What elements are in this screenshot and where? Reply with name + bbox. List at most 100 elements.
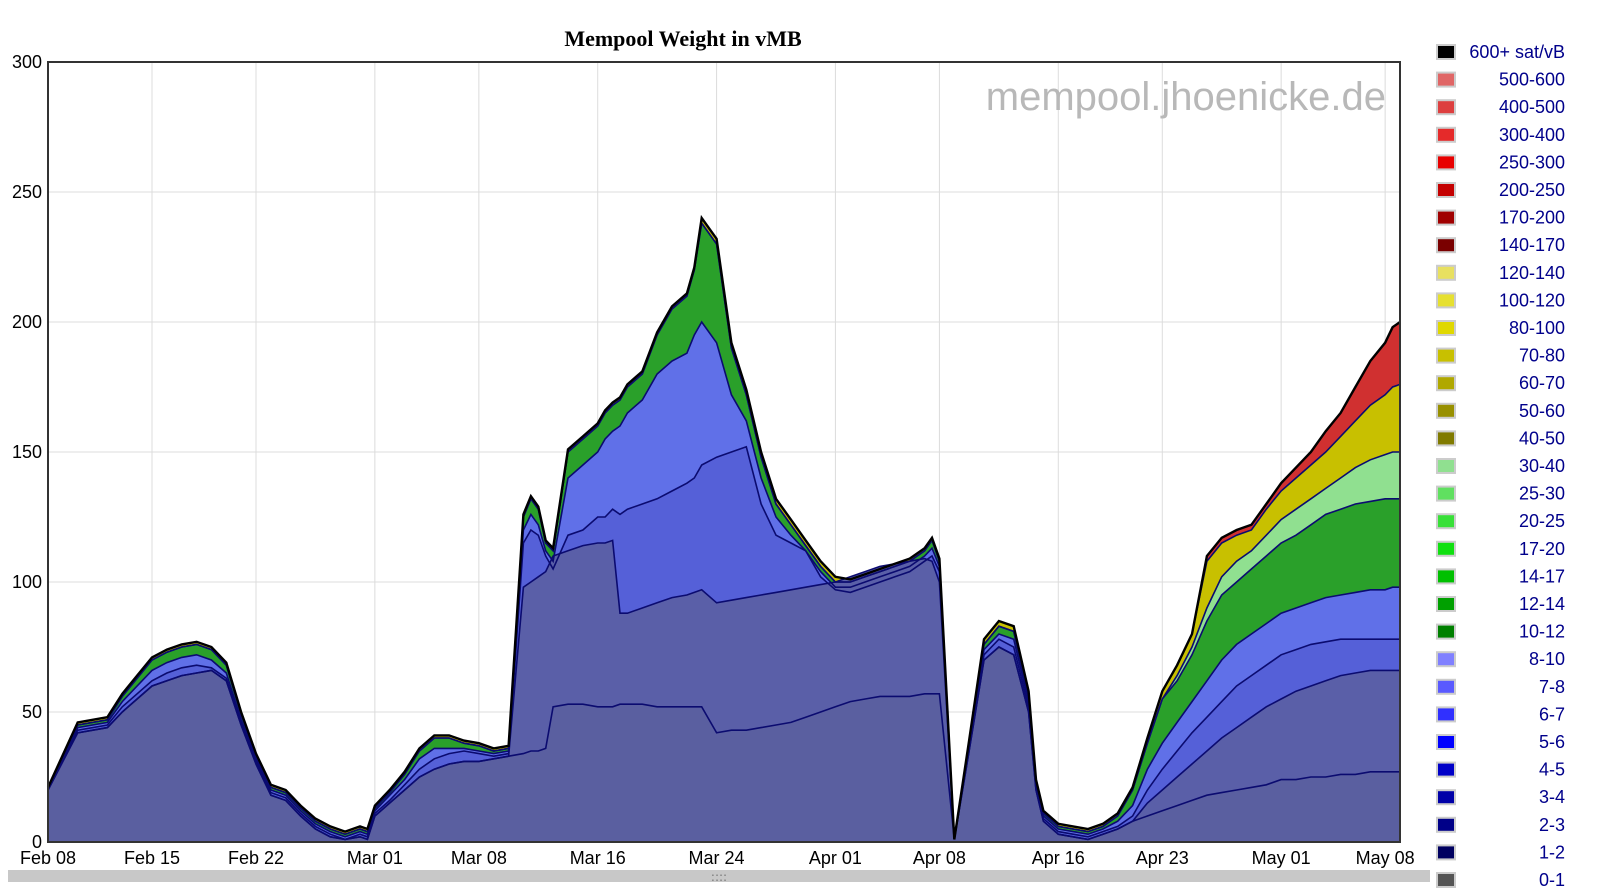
plot-frame bbox=[47, 61, 1401, 843]
legend-label: 8-10 bbox=[1529, 649, 1565, 669]
legend-label: 300-400 bbox=[1499, 125, 1565, 145]
legend-item[interactable]: 300-400 bbox=[1436, 125, 1565, 145]
legend-item[interactable]: 7-8 bbox=[1436, 677, 1565, 697]
legend-item[interactable]: 1-2 bbox=[1436, 842, 1565, 862]
legend-item[interactable]: 20-25 bbox=[1436, 511, 1565, 531]
legend-item[interactable]: 140-170 bbox=[1436, 235, 1565, 255]
legend-swatch bbox=[1436, 182, 1456, 198]
y-tick-label: 250 bbox=[12, 182, 42, 202]
legend-swatch bbox=[1436, 402, 1456, 419]
legend-item[interactable]: 6-7 bbox=[1436, 704, 1565, 724]
line-7-8 bbox=[47, 320, 1400, 840]
legend-swatch bbox=[1436, 568, 1456, 585]
legend-label: 5-6 bbox=[1539, 732, 1565, 752]
legend-label: 600+ sat/vB bbox=[1469, 42, 1565, 62]
y-tick-label: 0 bbox=[32, 832, 42, 852]
legend-swatch bbox=[1436, 320, 1456, 336]
legend-item[interactable]: 2-3 bbox=[1436, 815, 1565, 835]
legend-swatch bbox=[1436, 209, 1456, 226]
area-series bbox=[48, 218, 1400, 842]
legend-item[interactable]: 80-100 bbox=[1436, 318, 1565, 338]
legend-label: 20-25 bbox=[1519, 511, 1565, 531]
legend-swatch bbox=[1436, 347, 1456, 364]
legend-swatch bbox=[1436, 71, 1456, 88]
legend-item[interactable]: 120-140 bbox=[1436, 263, 1565, 283]
legend-label: 1-2 bbox=[1539, 842, 1565, 862]
legend-swatch bbox=[1436, 458, 1456, 474]
legend-swatch bbox=[1436, 816, 1456, 833]
legend-swatch bbox=[1436, 844, 1456, 861]
legend-swatch bbox=[1436, 264, 1456, 281]
legend-swatch bbox=[1436, 126, 1456, 143]
legend-item[interactable]: 4-5 bbox=[1436, 760, 1565, 780]
line-600-sat-vb bbox=[46, 214, 1401, 840]
legend-item[interactable]: 200-250 bbox=[1436, 180, 1565, 200]
legend-item[interactable]: 5-6 bbox=[1436, 732, 1565, 752]
legend-item[interactable]: 8-10 bbox=[1436, 649, 1565, 669]
x-tick-label: Feb 08 bbox=[20, 848, 76, 868]
legend-label: 200-250 bbox=[1499, 180, 1565, 200]
legend-item[interactable]: 0-1 bbox=[1436, 870, 1565, 890]
y-axis-ticks: 0 50 100 150 200 250 300 bbox=[12, 52, 42, 852]
legend-swatch bbox=[1436, 513, 1456, 530]
legend-item[interactable]: 14-17 bbox=[1436, 566, 1565, 586]
legend-label: 60-70 bbox=[1519, 373, 1565, 393]
legend-swatch bbox=[1436, 375, 1456, 392]
y-tick-label: 100 bbox=[12, 572, 42, 592]
area-1-2 bbox=[48, 540, 1400, 842]
legend-label: 40-50 bbox=[1519, 428, 1565, 448]
legend-label: 80-100 bbox=[1509, 318, 1565, 338]
legend-swatch bbox=[1436, 99, 1456, 116]
legend-label: 12-14 bbox=[1519, 594, 1565, 614]
legend-item[interactable]: 600+ sat/vB bbox=[1436, 42, 1565, 62]
legend-item[interactable]: 400-500 bbox=[1436, 97, 1565, 117]
legend-swatch bbox=[1436, 237, 1456, 254]
legend-swatch bbox=[1436, 154, 1456, 171]
legend-item[interactable]: 3-4 bbox=[1436, 787, 1565, 807]
scrollbar-grip-icon[interactable]: :::: bbox=[711, 870, 727, 884]
legend-label: 70-80 bbox=[1519, 346, 1565, 366]
legend-swatch bbox=[1436, 706, 1456, 723]
legend-item[interactable]: 170-200 bbox=[1436, 208, 1565, 228]
watermark: mempool.jhoenicke.de bbox=[986, 75, 1386, 119]
legend-swatch bbox=[1436, 292, 1456, 309]
legend-swatch bbox=[1436, 678, 1456, 695]
legend-item[interactable]: 12-14 bbox=[1436, 594, 1565, 614]
y-tick-label: 150 bbox=[12, 442, 42, 462]
legend-item[interactable]: 50-60 bbox=[1436, 401, 1565, 421]
y-tick-label: 200 bbox=[12, 312, 42, 332]
legend-item[interactable]: 250-300 bbox=[1436, 152, 1565, 172]
legend-label: 170-200 bbox=[1499, 208, 1565, 228]
legend-swatch bbox=[1436, 734, 1456, 750]
legend-item[interactable]: 40-50 bbox=[1436, 428, 1565, 448]
legend-item[interactable]: 10-12 bbox=[1436, 622, 1565, 642]
legend-swatch bbox=[1436, 872, 1456, 888]
legend-swatch bbox=[1436, 44, 1456, 60]
legend-item[interactable]: 60-70 bbox=[1436, 373, 1565, 393]
legend-swatch bbox=[1436, 761, 1456, 778]
x-tick-label: Feb 15 bbox=[124, 848, 180, 868]
legend-swatch bbox=[1436, 430, 1456, 447]
legend-swatch bbox=[1436, 596, 1456, 612]
legend-label: 250-300 bbox=[1499, 152, 1565, 172]
legend-item[interactable]: 17-20 bbox=[1436, 539, 1565, 559]
legend-item[interactable]: 100-120 bbox=[1436, 290, 1565, 310]
legend-label: 100-120 bbox=[1499, 290, 1565, 310]
chart-title: Mempool Weight in vMB bbox=[564, 26, 802, 51]
legend-label: 120-140 bbox=[1499, 263, 1565, 283]
y-tick-label: 50 bbox=[22, 702, 42, 722]
x-tick-label: Mar 24 bbox=[689, 848, 745, 868]
legend-swatch bbox=[1436, 485, 1456, 502]
legend: 600+ sat/vB 500-600 400-500 300-400 250-300 2… bbox=[1436, 42, 1565, 890]
legend-swatch bbox=[1436, 789, 1456, 806]
line-4-5 bbox=[47, 445, 1400, 841]
legend-item[interactable]: 500-600 bbox=[1436, 70, 1565, 90]
horizontal-scrollbar[interactable] bbox=[8, 870, 1430, 882]
legend-label: 140-170 bbox=[1499, 235, 1565, 255]
legend-swatch bbox=[1436, 540, 1456, 557]
legend-item[interactable]: 30-40 bbox=[1436, 456, 1565, 476]
legend-item[interactable]: 70-80 bbox=[1436, 346, 1565, 366]
legend-item[interactable]: 25-30 bbox=[1436, 484, 1565, 504]
legend-label: 400-500 bbox=[1499, 97, 1565, 117]
